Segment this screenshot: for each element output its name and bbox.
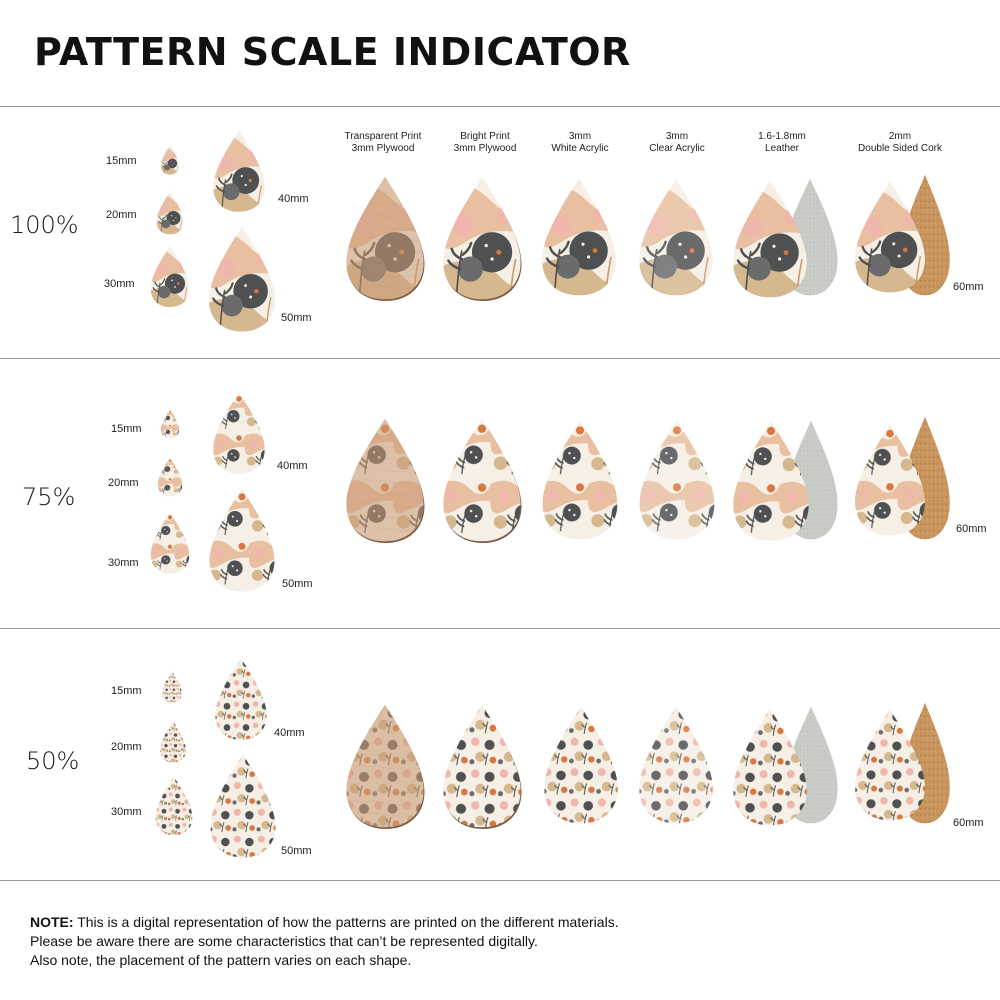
sample-leather-front	[733, 180, 807, 298]
drop-30mm	[150, 245, 190, 308]
sample-white-acrylic	[542, 420, 618, 540]
drop-40mm	[213, 392, 265, 474]
sample-bright-plywood	[443, 176, 522, 301]
size-label-40: 40mm	[278, 193, 309, 205]
drop-20mm	[156, 191, 184, 235]
material-label-plywood-bright: Bright Print 3mm Plywood	[453, 131, 517, 154]
size-label-30: 30mm	[108, 557, 139, 569]
sample-cork-front	[855, 424, 925, 536]
sample-cork-front	[855, 181, 925, 293]
note-text: NOTE: This is a digital representation o…	[30, 913, 619, 970]
drop-15mm	[160, 409, 180, 439]
drop-15mm	[160, 145, 180, 175]
size-label-20: 20mm	[111, 741, 142, 753]
section-100: 100% 15mm 20mm 30mm 40mm 50mm 60mm Trans…	[0, 107, 1000, 357]
sample-clear-acrylic	[639, 178, 713, 296]
material-label-plywood-transparent: Transparent Print 3mm Plywood	[344, 131, 422, 154]
sample-transparent-plywood	[346, 704, 425, 829]
size-label-50: 50mm	[281, 845, 312, 857]
size-label-30: 30mm	[111, 806, 142, 818]
drop-50mm	[210, 754, 276, 858]
sample-leather-front	[733, 708, 807, 826]
sample-transparent-plywood	[346, 418, 425, 543]
page-title: PATTERN SCALE INDICATOR	[34, 30, 631, 74]
size-label-20: 20mm	[108, 477, 139, 489]
section-75: 75% 15mm 20mm 30mm 40mm 50mm 60mm	[0, 359, 1000, 627]
drop-15mm	[162, 671, 182, 703]
size-label-50: 50mm	[281, 312, 312, 324]
size-label-15: 15mm	[106, 155, 137, 167]
drop-40mm	[213, 130, 265, 212]
sample-leather-front	[733, 421, 809, 541]
size-label-60: 60mm	[953, 817, 984, 829]
sample-white-acrylic	[542, 178, 616, 296]
drop-50mm	[209, 488, 275, 592]
divider-top	[0, 106, 1000, 107]
note-line-3: Also note, the placement of the pattern …	[30, 952, 412, 968]
sample-bright-plywood	[443, 418, 522, 543]
size-label-60: 60mm	[956, 523, 987, 535]
scale-label: 75%	[22, 483, 76, 511]
material-label-cork: 2mm Double Sided Cork	[858, 131, 942, 154]
material-label-leather: 1.6-1.8mm Leather	[758, 131, 806, 154]
size-label-15: 15mm	[111, 685, 142, 697]
sample-transparent-plywood	[346, 176, 425, 301]
divider-1	[0, 358, 1000, 359]
divider-bottom	[0, 880, 1000, 881]
divider-2	[0, 628, 1000, 629]
scale-label: 100%	[10, 211, 79, 239]
sample-bright-plywood	[443, 704, 522, 829]
material-label-white-acrylic: 3mm White Acrylic	[551, 131, 609, 154]
drop-50mm	[208, 226, 276, 332]
drop-20mm	[160, 721, 186, 763]
sample-clear-acrylic	[639, 420, 715, 540]
note-line-1: This is a digital representation of how …	[77, 914, 619, 930]
size-label-15: 15mm	[111, 423, 142, 435]
drop-20mm	[157, 457, 183, 497]
sample-cork-front	[855, 709, 925, 821]
size-label-60: 60mm	[953, 281, 984, 293]
size-label-20: 20mm	[106, 209, 137, 221]
material-label-clear-acrylic: 3mm Clear Acrylic	[649, 131, 705, 154]
note-line-2: Please be aware there are some character…	[30, 933, 538, 949]
size-label-30: 30mm	[104, 278, 135, 290]
scale-label: 50%	[26, 747, 80, 775]
note-label: NOTE:	[30, 914, 74, 930]
drop-30mm	[155, 776, 193, 836]
drop-40mm	[215, 658, 267, 740]
sample-clear-acrylic	[639, 706, 713, 824]
drop-30mm	[150, 512, 190, 574]
size-label-40: 40mm	[277, 460, 308, 472]
size-label-50: 50mm	[282, 578, 313, 590]
sample-white-acrylic	[544, 706, 618, 824]
size-label-40: 40mm	[274, 727, 305, 739]
section-50: 50% 15mm 20mm 30mm 40mm 50mm 60mm	[0, 629, 1000, 879]
